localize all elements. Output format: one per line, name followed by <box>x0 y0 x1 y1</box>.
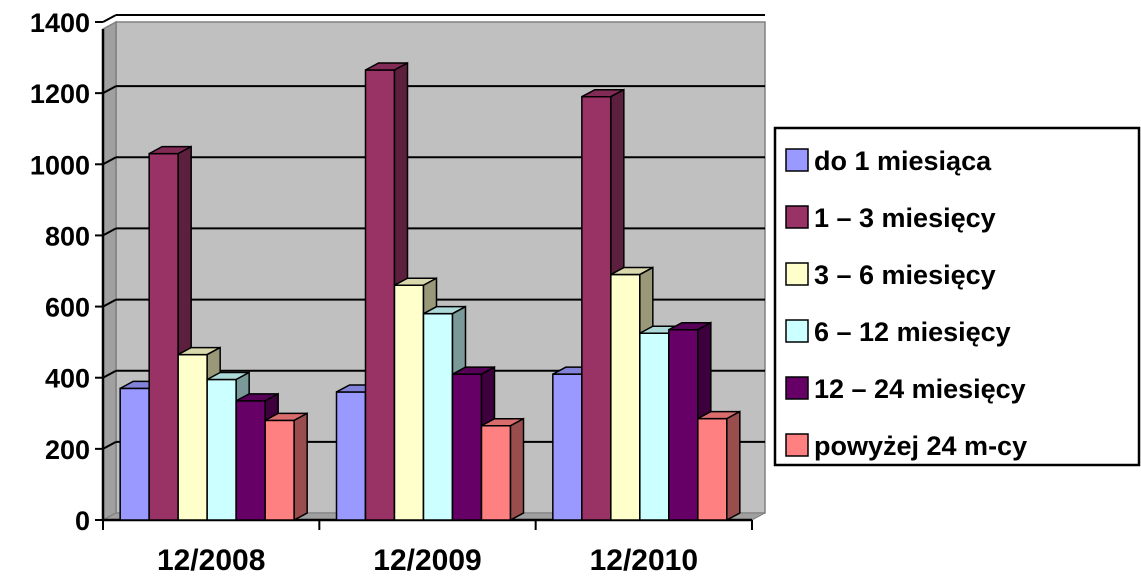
legend-swatch <box>785 319 809 343</box>
x-tick-label: 12/2010 <box>590 544 698 577</box>
legend-box <box>773 126 1141 467</box>
legend-label: 1 – 3 miesięcy <box>814 203 996 233</box>
legend-item: powyżej 24 m-cy <box>785 431 1027 461</box>
gridline-side <box>102 14 117 23</box>
bar-front <box>393 284 425 521</box>
y-tick-label: 400 <box>45 364 90 394</box>
bar-front <box>639 332 670 521</box>
bars <box>119 61 741 522</box>
x-tick-label: 12/2009 <box>373 544 481 577</box>
bar-front <box>451 373 483 521</box>
legend-item: 6 – 12 miesięcy <box>785 317 1011 347</box>
gridline-side <box>102 440 117 450</box>
legend-label: powyżej 24 m-cy <box>814 431 1027 461</box>
y-tick-label: 600 <box>45 293 90 323</box>
legend-label: do 1 miesiąca <box>814 146 992 176</box>
bar <box>697 410 741 522</box>
legend-item: 1 – 3 miesięcy <box>785 203 996 233</box>
gridline-side <box>102 298 117 308</box>
gridline-side <box>102 156 117 166</box>
bar-front <box>697 417 728 521</box>
y-tick-label: 1200 <box>30 79 90 109</box>
bar <box>480 417 525 522</box>
bar-front <box>610 273 641 521</box>
legend-item: do 1 miesiąca <box>785 146 992 176</box>
bar-front <box>148 152 179 521</box>
y-tick-label: 1000 <box>30 150 90 180</box>
gridline-side <box>102 227 117 237</box>
x-tick-label: 12/2008 <box>157 544 265 577</box>
bar-front <box>235 400 266 521</box>
axis-labels: 0 200 400 600 800 1000 1200 1400 12/2008 12/2009 1… <box>30 8 698 577</box>
legend-swatch <box>785 262 809 286</box>
bar-front <box>480 424 512 521</box>
legend: do 1 miesiąca 1 – 3 miesięcy 3 – 6 miesięc… <box>773 126 1141 467</box>
bar-front <box>264 419 295 521</box>
bar-front <box>206 378 237 521</box>
bar-front <box>422 312 454 521</box>
bar-side <box>509 417 525 522</box>
gridline-side <box>102 85 117 95</box>
legend-swatch <box>785 205 809 229</box>
y-tick-label: 1400 <box>30 8 90 38</box>
legend-label: 6 – 12 miesięcy <box>814 317 1011 347</box>
y-tick-label: 0 <box>75 506 90 536</box>
legend-label: 12 – 24 miesięcy <box>814 374 1026 404</box>
bar-front <box>335 391 367 521</box>
bar-front <box>364 69 396 521</box>
legend-swatch <box>785 148 809 172</box>
y-tick-label: 200 <box>45 435 90 465</box>
bar-front <box>668 328 699 521</box>
y-tick-label: 800 <box>45 221 90 251</box>
bar-side <box>726 410 741 522</box>
legend-label: 3 – 6 miesięcy <box>814 260 996 290</box>
gridline-side <box>102 369 117 379</box>
bar-front <box>119 387 150 521</box>
bar-front <box>177 353 208 521</box>
bar-front <box>581 95 612 521</box>
bar-side <box>293 412 308 522</box>
bar-front <box>552 373 583 521</box>
legend-item: 3 – 6 miesięcy <box>785 260 996 290</box>
legend-swatch <box>785 376 809 400</box>
bar <box>264 412 308 522</box>
legend-swatch <box>785 433 809 457</box>
legend-item: 12 – 24 miesięcy <box>785 374 1026 404</box>
